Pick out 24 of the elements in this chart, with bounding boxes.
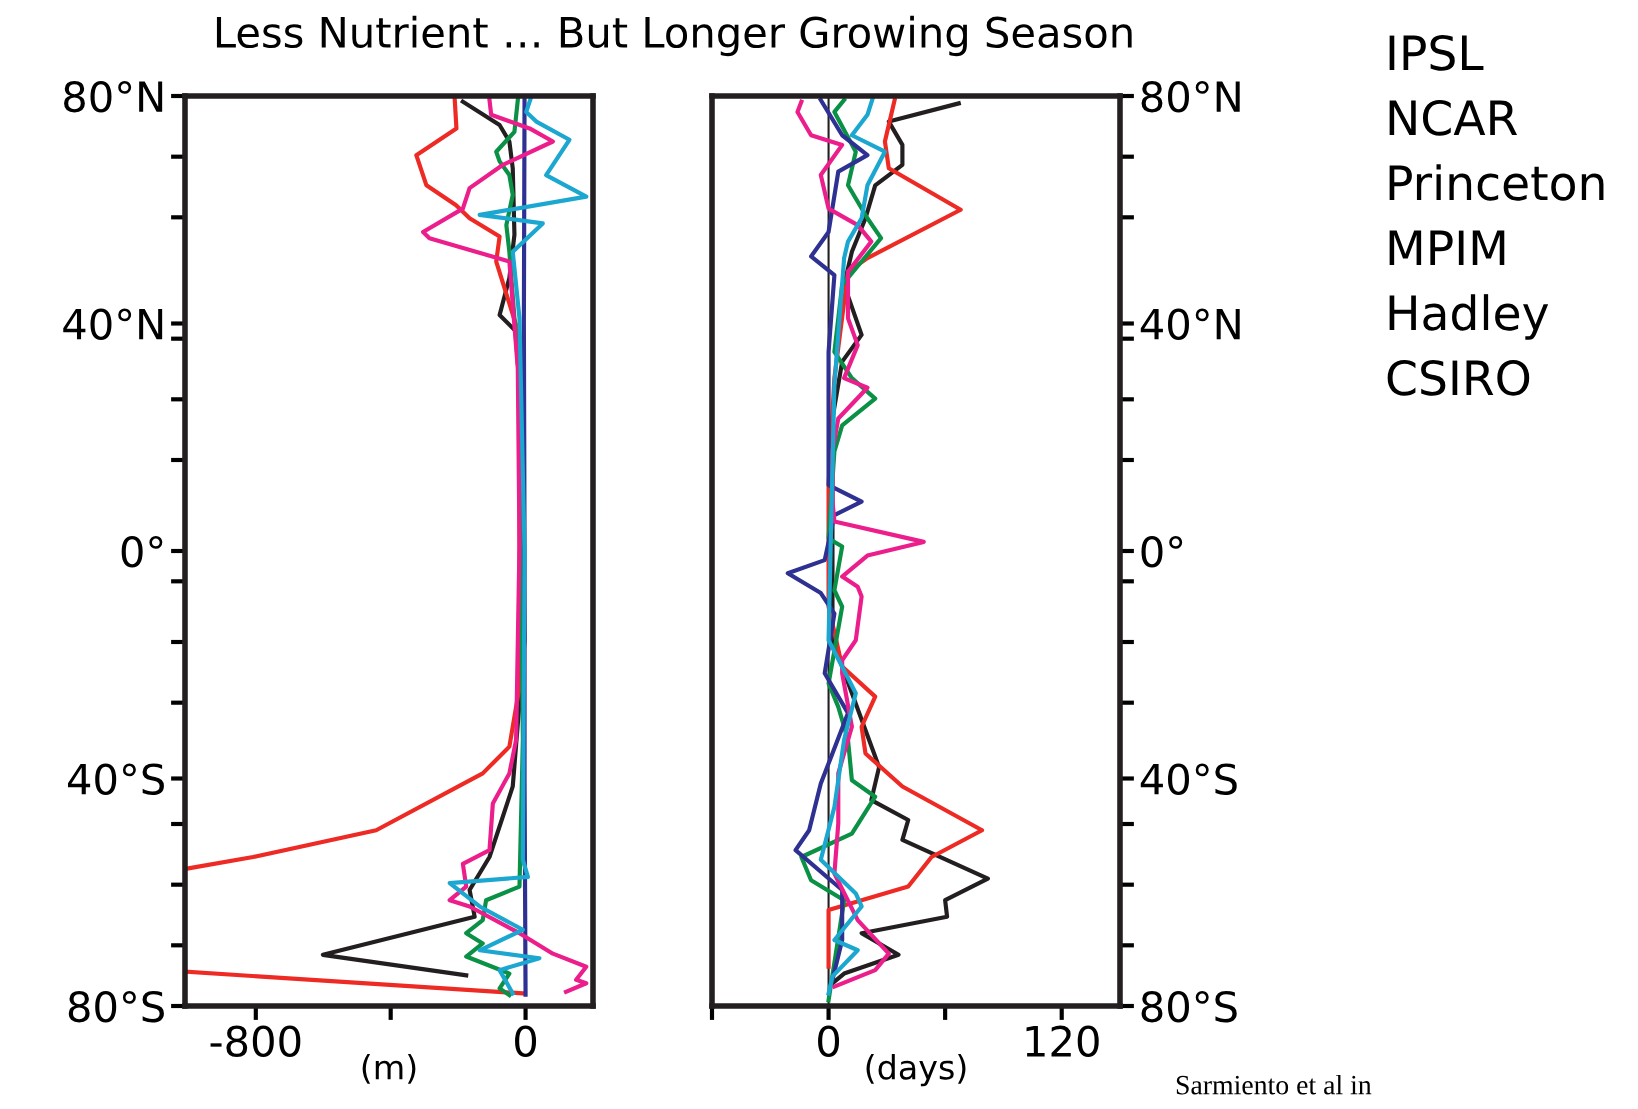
x-tick-label: 0	[515, 1025, 537, 1057]
x-axis-title: (m)	[362, 1054, 416, 1084]
x-tick-label: -800	[210, 1025, 301, 1057]
text: CSIRO	[1387, 359, 1530, 396]
y-tick-label: 80°N	[1141, 80, 1240, 113]
y-tick-label: 80°S	[1141, 990, 1237, 1023]
x-tick-label: 120	[1026, 1025, 1099, 1057]
text: Hadley	[1389, 294, 1549, 340]
x-tick-label: 0	[818, 1025, 840, 1057]
y-tick-label: 40°N	[1140, 308, 1240, 340]
chart-title: Less Nutrient … But Longer Growing Season	[216, 15, 1132, 57]
y-tick-label: 40°N	[63, 308, 163, 340]
y-tick-label: 0°	[1141, 535, 1183, 568]
text: MPIM	[1389, 230, 1505, 266]
x-axis-title: (days)	[866, 1053, 966, 1087]
text: NCAR	[1389, 99, 1518, 136]
y-tick-label: 40°S	[67, 763, 164, 795]
y-tick-label: 0°	[121, 535, 163, 568]
text: Princeton	[1389, 164, 1604, 201]
y-tick-label: 40°S	[1140, 763, 1237, 795]
y-tick-label: 80°N	[64, 80, 163, 113]
text: IPSL	[1389, 34, 1484, 71]
text: Sarmiento et al in	[1176, 1074, 1372, 1095]
y-tick-label: 80°S	[68, 990, 164, 1023]
